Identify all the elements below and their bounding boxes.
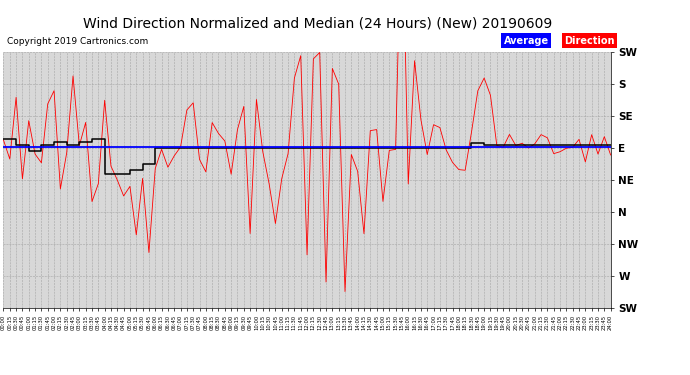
Text: Average: Average: [504, 36, 549, 46]
Text: Direction: Direction: [564, 36, 615, 46]
Text: Wind Direction Normalized and Median (24 Hours) (New) 20190609: Wind Direction Normalized and Median (24…: [83, 17, 552, 31]
Text: Copyright 2019 Cartronics.com: Copyright 2019 Cartronics.com: [7, 38, 148, 46]
